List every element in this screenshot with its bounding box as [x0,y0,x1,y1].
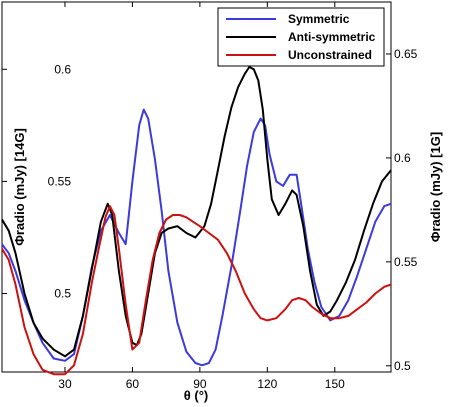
y-axis-title-right: Φradio (mJy) [1G] [428,132,443,242]
x-tick-label: 150 [325,377,345,391]
y-left-tick-label: 0.5 [54,287,71,301]
x-tick-label: 60 [126,377,140,391]
legend: Symmetric Anti-symmetric Unconstrained [217,7,385,67]
legend-label-symmetric: Symmetric [288,12,350,26]
y-right-tick-label: 0.55 [394,255,418,269]
series-line-anti-symmetric [1,66,392,358]
x-axis-title: θ (°) [184,388,209,403]
y-right-tick-label: 0.6 [394,151,411,165]
x-tick-label: 120 [257,377,277,391]
y-left-tick-label: 0.6 [54,62,71,76]
x-tick-label: 90 [193,377,207,391]
x-tick-label: 30 [58,377,72,391]
tick-labels: 30 60 90 120 150 0.5 0.55 0.6 0.5 0.55 0.6 0.65 [48,47,418,391]
plot-frame [1,1,392,373]
tick-marks [2,2,391,372]
legend-label-anti-symmetric: Anti-symmetric [288,30,376,44]
series-line-unconstrained [1,205,392,376]
series-layer [1,66,392,376]
y-axis-title-left: Φradio (mJy) [14G] [12,128,27,246]
y-right-tick-label: 0.65 [394,47,418,61]
y-left-tick-label: 0.55 [48,174,72,188]
legend-label-unconstrained: Unconstrained [288,48,372,62]
y-right-tick-label: 0.5 [394,359,411,373]
